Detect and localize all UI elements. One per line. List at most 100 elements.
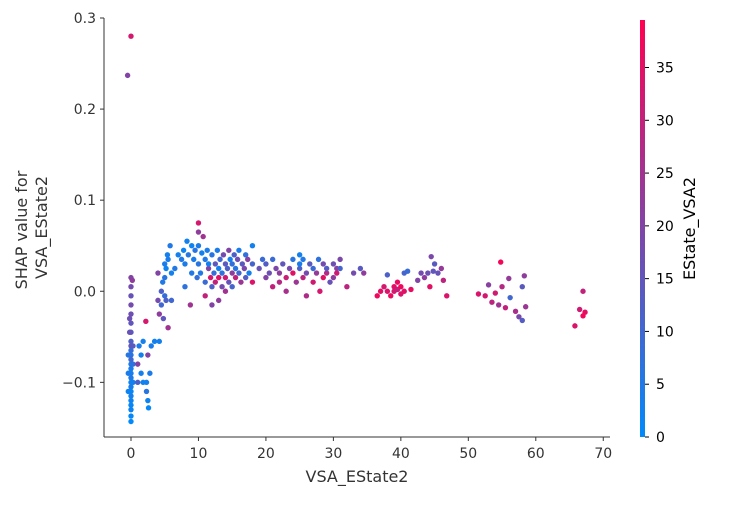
- data-point-144: [269, 256, 276, 263]
- data-point-75: [182, 261, 188, 267]
- data-point-19: [128, 384, 134, 390]
- data-point-58: [160, 279, 166, 285]
- data-point-76: [182, 284, 188, 290]
- data-point-64: [163, 297, 169, 304]
- data-point-4: [128, 293, 134, 299]
- data-point-109: [217, 256, 223, 263]
- data-point-40: [138, 370, 144, 376]
- data-point-177: [334, 270, 340, 276]
- data-point-57: [158, 302, 165, 308]
- x-tick-label-20: 20: [257, 446, 275, 462]
- data-point-35: [126, 329, 133, 335]
- data-point-97: [205, 261, 212, 267]
- data-point-81: [189, 270, 195, 276]
- data-point-218: [498, 259, 504, 265]
- data-point-88: [195, 261, 202, 267]
- data-point-100: [209, 284, 215, 290]
- data-point-198: [404, 268, 411, 274]
- data-point-80: [189, 243, 195, 249]
- data-point-192: [394, 279, 401, 285]
- data-point-143: [266, 270, 272, 276]
- data-point-3: [128, 284, 134, 290]
- data-point-52: [155, 270, 161, 276]
- x-tick-label-70: 70: [594, 446, 612, 462]
- data-point-180: [344, 284, 350, 290]
- data-point-94: [202, 293, 208, 299]
- data-point-165: [310, 265, 316, 272]
- data-point-142: [263, 274, 269, 281]
- data-point-27: [125, 352, 131, 358]
- data-point-72: [175, 252, 181, 258]
- data-point-31: [130, 361, 136, 367]
- data-point-130: [239, 261, 246, 267]
- data-point-132: [242, 252, 249, 258]
- data-point-69: [168, 270, 175, 276]
- data-point-85: [195, 220, 202, 226]
- data-point-189: [388, 293, 394, 299]
- data-point-51: [151, 338, 158, 345]
- data-point-79: [187, 302, 194, 308]
- data-point-48: [145, 405, 152, 411]
- data-point-170: [320, 261, 326, 267]
- data-point-167: [315, 256, 322, 263]
- data-point-146: [273, 265, 279, 272]
- y-tick-label-2: 0.1: [74, 193, 96, 209]
- data-point-66: [165, 256, 171, 263]
- data-point-82: [191, 256, 197, 263]
- data-point-226: [519, 317, 525, 324]
- data-point-89: [197, 270, 204, 276]
- data-point-104: [212, 279, 219, 285]
- data-point-59: [160, 315, 167, 322]
- data-point-197: [401, 288, 407, 294]
- data-point-54: [156, 311, 163, 317]
- x-tick-label-60: 60: [527, 446, 545, 462]
- data-point-172: [323, 265, 330, 272]
- colorbar-tick-label-30: 30: [656, 113, 674, 129]
- data-point-213: [482, 293, 488, 299]
- data-point-148: [276, 279, 283, 285]
- data-point-93: [202, 279, 208, 285]
- colorbar: [640, 20, 645, 437]
- data-point-169: [320, 274, 326, 281]
- data-point-11: [128, 347, 134, 354]
- data-point-222: [507, 294, 513, 301]
- data-point-25: [128, 413, 134, 419]
- data-point-201: [418, 270, 424, 276]
- data-point-1: [128, 33, 134, 39]
- data-point-78: [185, 252, 192, 258]
- data-point-128: [236, 247, 242, 253]
- data-point-145: [269, 284, 276, 290]
- data-point-126: [234, 256, 241, 263]
- data-point-63: [163, 265, 169, 272]
- data-point-36: [135, 361, 141, 367]
- data-point-150: [283, 274, 289, 281]
- data-point-138: [249, 279, 256, 285]
- data-point-186: [381, 284, 387, 290]
- data-point-44: [143, 379, 150, 386]
- colorbar-tick-label-25: 25: [656, 166, 674, 182]
- data-point-34: [126, 315, 133, 322]
- data-point-205: [428, 253, 434, 260]
- data-point-230: [576, 306, 583, 313]
- data-point-125: [232, 265, 239, 272]
- data-point-116: [224, 265, 231, 272]
- data-point-224: [516, 314, 522, 320]
- data-point-24: [128, 406, 134, 413]
- data-point-229: [572, 323, 578, 329]
- data-point-163: [307, 261, 313, 267]
- x-tick-label-30: 30: [324, 446, 342, 462]
- data-point-39: [138, 352, 144, 358]
- data-point-90: [199, 250, 205, 256]
- data-point-0: [124, 72, 131, 79]
- data-point-131: [241, 265, 248, 272]
- data-point-220: [502, 304, 509, 311]
- data-point-6: [128, 311, 134, 317]
- data-point-187: [384, 272, 391, 278]
- data-point-214: [485, 282, 492, 288]
- x-tick-label-40: 40: [392, 446, 410, 462]
- data-point-134: [245, 256, 251, 263]
- data-point-219: [499, 284, 505, 290]
- data-point-152: [286, 265, 293, 272]
- data-point-137: [249, 261, 256, 267]
- data-point-178: [337, 256, 343, 263]
